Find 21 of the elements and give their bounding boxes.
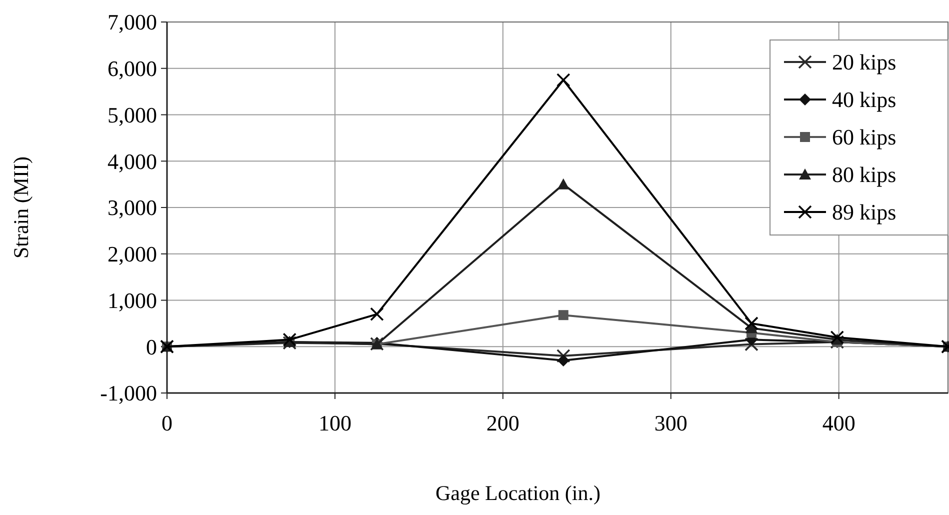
y-tick-label: 6,000 bbox=[108, 56, 157, 82]
x-tick-label: 400 bbox=[822, 410, 856, 436]
legend-label: 80 kips bbox=[832, 162, 896, 188]
y-tick-label: 5,000 bbox=[108, 102, 157, 128]
x-tick-label: 300 bbox=[654, 410, 688, 436]
y-axis-title: Strain (MII) bbox=[9, 156, 33, 259]
x-tick-label: 200 bbox=[486, 410, 520, 436]
legend-label: 89 kips bbox=[832, 200, 896, 225]
y-tick-label: 7,000 bbox=[108, 10, 157, 35]
legend-label: 60 kips bbox=[832, 124, 896, 150]
x-tick-label: 0 bbox=[162, 410, 172, 436]
x-axis-title: Gage Location (in.) bbox=[435, 481, 601, 505]
y-tick-label: -1,000 bbox=[100, 380, 157, 406]
legend-label: 40 kips bbox=[832, 87, 896, 112]
y-tick-label: 3,000 bbox=[108, 195, 157, 220]
legend-label: 20 kips bbox=[832, 50, 896, 75]
x-tick-label: 100 bbox=[318, 410, 352, 436]
y-tick-label: 1,000 bbox=[108, 288, 157, 313]
y-tick-label: 4,000 bbox=[108, 148, 157, 174]
y-tick-label: 2,000 bbox=[108, 242, 157, 267]
y-tick-label: 0 bbox=[146, 334, 157, 360]
